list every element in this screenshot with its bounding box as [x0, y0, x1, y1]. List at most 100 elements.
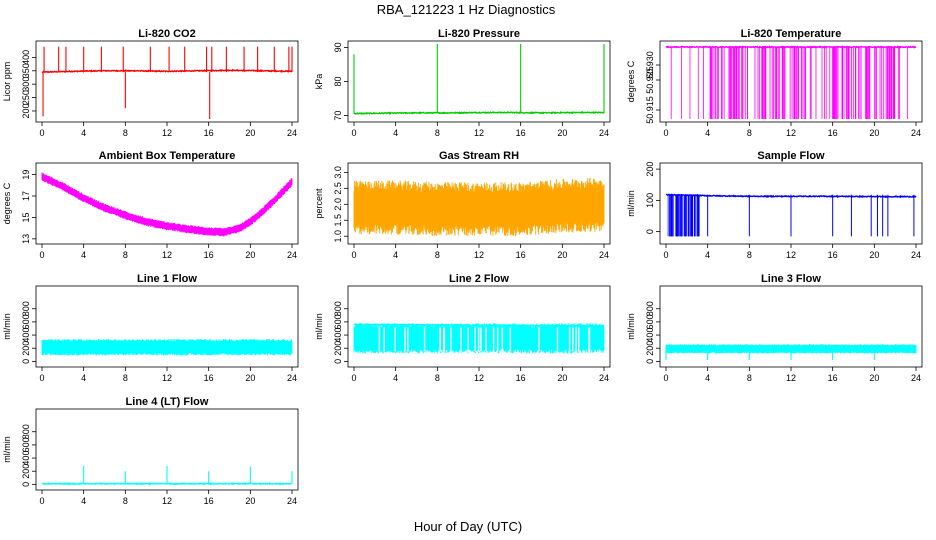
panel-title: Line 4 (LT) Flow	[126, 396, 209, 408]
panel-title: Gas Stream RH	[439, 150, 519, 162]
x-tick-label: 12	[786, 250, 796, 260]
y-tick-label: 100	[645, 193, 655, 208]
y-tick-label: 800	[21, 301, 31, 316]
x-tick-label: 4	[393, 128, 398, 138]
y-tick-label: 50.915	[645, 96, 655, 124]
x-tick-label: 0	[39, 250, 44, 260]
y-axis-label: ml/min	[626, 313, 636, 340]
x-tick-label: 24	[287, 250, 297, 260]
y-axis-label: ml/min	[626, 190, 636, 217]
y-tick-label: 200	[645, 162, 655, 177]
series-band	[41, 172, 293, 237]
chart-panel: Sample Flow 0 4 8 12 16 20 24 0 100 200 ml/min	[626, 150, 923, 260]
series-line	[41, 176, 292, 234]
y-axis-label: percent	[314, 188, 324, 219]
x-tick-label: 8	[747, 128, 752, 138]
y-axis-label: Licor ppm	[2, 62, 12, 102]
y-tick-label: 400	[21, 451, 31, 466]
x-tick-label: 20	[869, 373, 879, 383]
x-tick-label: 8	[435, 373, 440, 383]
y-tick-label: 800	[645, 301, 655, 316]
x-tick-label: 8	[123, 373, 128, 383]
x-tick-label: 16	[516, 128, 526, 138]
plot-frame	[347, 40, 611, 123]
x-tick-label: 16	[516, 250, 526, 260]
x-tick-label: 8	[123, 128, 128, 138]
figure-title: RBA_121223 1 Hz Diagnostics	[377, 2, 556, 17]
x-tick-label: 8	[123, 250, 128, 260]
y-tick-label: 13	[21, 234, 31, 244]
x-tick-label: 16	[828, 250, 838, 260]
y-tick-label: 200	[21, 464, 31, 479]
series-line	[41, 68, 293, 74]
y-tick-label: 0	[645, 359, 655, 364]
y-tick-label: 50.925	[645, 66, 655, 94]
panel-title: Line 2 Flow	[449, 273, 509, 285]
panel-title: Ambient Box Temperature	[99, 150, 236, 162]
y-tick-label: 50.930	[645, 51, 655, 79]
x-tick-label: 20	[869, 128, 879, 138]
y-tick-label: 800	[333, 301, 343, 316]
x-tick-label: 24	[599, 250, 609, 260]
x-tick-label: 8	[435, 250, 440, 260]
x-tick-label: 4	[81, 128, 86, 138]
x-tick-label: 12	[786, 128, 796, 138]
x-tick-label: 12	[162, 496, 172, 506]
y-axis-label: ml/min	[2, 436, 12, 463]
y-tick-label: 400	[333, 328, 343, 343]
chart-panel: Li-820 Pressure 0 4 8 12 16 20 24 70 80 90 kPa	[314, 28, 611, 138]
panel-title: Li-820 CO2	[138, 28, 195, 40]
x-tick-label: 4	[81, 373, 86, 383]
x-tick-label: 24	[911, 250, 921, 260]
x-tick-label: 20	[869, 250, 879, 260]
y-tick-label: 600	[333, 314, 343, 329]
y-tick-label: 2.5	[333, 182, 343, 195]
x-tick-label: 4	[705, 373, 710, 383]
plot-frame	[659, 40, 923, 123]
x-tick-label: 12	[474, 373, 484, 383]
series-line	[353, 203, 605, 211]
x-tick-label: 8	[435, 128, 440, 138]
x-tick-label: 4	[81, 496, 86, 506]
y-axis-label: ml/min	[314, 313, 324, 340]
panel-title: Sample Flow	[757, 150, 825, 162]
series-line	[41, 345, 293, 349]
x-tick-label: 20	[245, 128, 255, 138]
x-tick-label: 4	[705, 250, 710, 260]
x-tick-label: 16	[204, 373, 214, 383]
panel-title: Line 3 Flow	[761, 273, 821, 285]
x-tick-label: 12	[474, 128, 484, 138]
x-tick-label: 4	[705, 128, 710, 138]
panel-title: Li-820 Pressure	[438, 28, 520, 40]
y-tick-label: 3.0	[333, 166, 343, 179]
x-tick-label: 24	[287, 373, 297, 383]
y-tick-label: 200	[645, 341, 655, 356]
y-tick-label: 19	[21, 170, 31, 180]
x-tick-label: 0	[39, 496, 44, 506]
y-tick-label: 2.0	[333, 198, 343, 211]
y-tick-label: 90	[333, 42, 343, 52]
x-tick-label: 0	[39, 373, 44, 383]
x-tick-label: 12	[786, 373, 796, 383]
y-axis-label: kPa	[314, 74, 324, 90]
x-tick-label: 20	[557, 128, 567, 138]
y-tick-label: 1.5	[333, 214, 343, 227]
x-tick-label: 16	[204, 496, 214, 506]
y-tick-label: 300	[21, 77, 31, 92]
y-tick-label: 0	[333, 359, 343, 364]
y-axis-label: degrees C	[2, 182, 12, 224]
y-axis-label: degrees C	[626, 60, 636, 102]
x-tick-label: 24	[599, 373, 609, 383]
panel-title: Li-820 Temperature	[741, 28, 842, 40]
x-tick-label: 8	[747, 250, 752, 260]
x-tick-label: 0	[39, 128, 44, 138]
x-tick-label: 20	[557, 250, 567, 260]
chart-panel: Li-820 Temperature 0 4 8 12 16 20 24 50.915 50.92…	[626, 28, 923, 138]
y-tick-label: 0	[21, 359, 31, 364]
y-tick-label: 200	[21, 103, 31, 118]
x-tick-label: 0	[351, 250, 356, 260]
